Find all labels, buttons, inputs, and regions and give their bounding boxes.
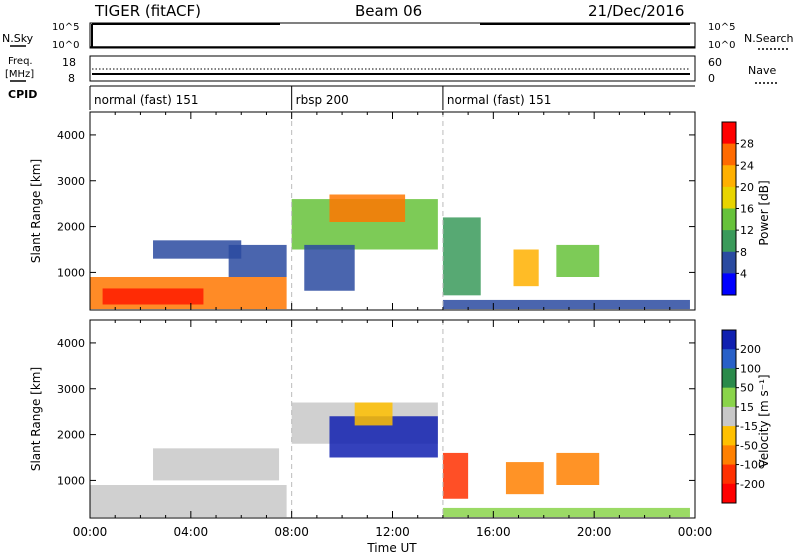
freq-nave-panel: 18 8 Freq. [MHz] 60 0 Nave: [5, 55, 778, 85]
scatter-region: [442, 452, 469, 499]
velocity-ylabel: Slant Range [km]: [29, 367, 43, 471]
x-axis-label: Time UT: [366, 541, 417, 554]
colorbar-swatch: [722, 387, 736, 408]
colorbar-tick-label: 24: [740, 159, 754, 172]
y-tick-label: 2000: [57, 221, 85, 234]
nsky-tick-high: 10^5: [52, 22, 79, 33]
colorbar-tick-label: 4: [740, 267, 747, 280]
x-tick-label: 00:00: [678, 525, 713, 539]
y-tick-label: 4000: [57, 337, 85, 350]
y-tick-label: 1000: [57, 474, 85, 487]
scatter-region: [442, 507, 690, 518]
colorbar-tick-label: 8: [740, 246, 747, 259]
y-tick-label: 1000: [57, 266, 85, 279]
colorbar-swatch: [722, 349, 736, 369]
cpid-segment-label: normal (fast) 151: [447, 93, 551, 107]
nsearch-tick-high: 10^5: [708, 22, 735, 33]
power-ylabel: Slant Range [km]: [29, 159, 43, 263]
colorbar-swatch: [722, 273, 736, 296]
colorbar-tick-label: 200: [740, 343, 761, 356]
colorbar-tick-label: -50: [740, 439, 758, 452]
colorbar-tick-label: 28: [740, 138, 754, 151]
velocity-data: [90, 402, 690, 518]
colorbar-swatch: [722, 165, 736, 188]
cpid-panel: CPID normal (fast) 151 rbsp 200 normal (fa…: [8, 85, 695, 110]
colorbar-tick-label: 16: [740, 203, 754, 216]
station-title: TIGER (fitACF): [94, 2, 201, 20]
scatter-region: [556, 452, 600, 485]
freq-tick-low: 8: [68, 72, 75, 85]
colorbar-tick-label: -15: [740, 420, 758, 433]
scatter-region: [153, 448, 280, 481]
colorbar-tick-label: 20: [740, 181, 754, 194]
y-tick-label: 3000: [57, 383, 85, 396]
colorbar-swatch: [722, 464, 736, 485]
nave-tick-low: 0: [708, 72, 715, 85]
y-tick-label: 3000: [57, 175, 85, 188]
freq-unit: [MHz]: [5, 69, 34, 80]
scatter-region: [329, 194, 406, 222]
nsearch-tick-low: 10^0: [708, 40, 735, 51]
colorbar-swatch: [722, 230, 736, 253]
scatter-region: [354, 402, 393, 426]
x-tick-label: 00:00: [73, 525, 108, 539]
colorbar-swatch: [722, 445, 736, 466]
colorbar-swatch: [722, 251, 736, 274]
power-panel: 1000 2000 3000 4000 Slant Range [km] 28 24 20…: [29, 111, 771, 311]
colorbar-tick-label: -100: [740, 459, 765, 472]
colorbar-swatch: [722, 368, 736, 389]
x-tick-label: 12:00: [375, 525, 410, 539]
x-tick-label: 08:00: [274, 525, 309, 539]
cpid-label: CPID: [8, 88, 37, 101]
scatter-region: [505, 462, 544, 495]
colorbar-tick-label: 12: [740, 224, 754, 237]
scatter-region: [153, 240, 242, 259]
scatter-region: [90, 485, 287, 518]
scatter-region: [556, 244, 600, 277]
velocity-colorbar-label: Velocity [m s⁻¹]: [757, 374, 771, 467]
colorbar-swatch: [722, 406, 736, 427]
colorbar-tick-label: 50: [740, 382, 754, 395]
cpid-segment-label: rbsp 200: [296, 93, 349, 107]
velocity-panel: 1000 2000 3000 4000 Slant Range [km] 200 100…: [29, 319, 771, 554]
y-tick-label: 2000: [57, 429, 85, 442]
colorbar-swatch: [722, 143, 736, 166]
colorbar-swatch: [722, 208, 736, 231]
colorbar-swatch: [722, 483, 736, 504]
nsky-tick-low: 10^0: [52, 40, 79, 51]
y-tick-label: 4000: [57, 129, 85, 142]
nsky-label: N.Sky: [2, 32, 34, 45]
colorbar-tick-label: 100: [740, 362, 761, 375]
cpid-segment-label: normal (fast) 151: [94, 93, 198, 107]
velocity-colorbar: 200 100 50 15 -15 -50 -100 -200: [721, 329, 765, 504]
x-tick-label: 20:00: [577, 525, 612, 539]
colorbar-tick-label: -200: [740, 478, 765, 491]
freq-tick-high: 18: [62, 56, 76, 69]
nsearch-label: N.Search: [744, 32, 794, 45]
colorbar-swatch: [722, 186, 736, 209]
nave-tick-high: 60: [708, 56, 722, 69]
x-tick-label: 16:00: [476, 525, 511, 539]
colorbar-tick-label: 15: [740, 401, 754, 414]
beam-title: Beam 06: [355, 2, 422, 20]
power-data: [90, 194, 690, 310]
scatter-region: [442, 299, 690, 310]
power-colorbar-label: Power [dB]: [757, 180, 771, 245]
colorbar-swatch: [722, 122, 736, 145]
colorbar-swatch: [722, 426, 736, 446]
scatter-region: [513, 249, 539, 287]
scatter-region: [442, 217, 481, 296]
date-title: 21/Dec/2016: [588, 2, 684, 20]
nsky-panel: 10^5 10^0 N.Sky 10^5 10^0 N.Search: [2, 22, 794, 51]
x-tick-label: 04:00: [174, 525, 209, 539]
scatter-region: [304, 244, 355, 291]
freq-label: Freq.: [8, 56, 33, 67]
scatter-region: [102, 288, 204, 305]
colorbar-swatch: [722, 330, 736, 350]
nave-label: Nave: [748, 64, 776, 77]
power-colorbar: 28 24 20 16 12 8 4: [721, 121, 754, 296]
